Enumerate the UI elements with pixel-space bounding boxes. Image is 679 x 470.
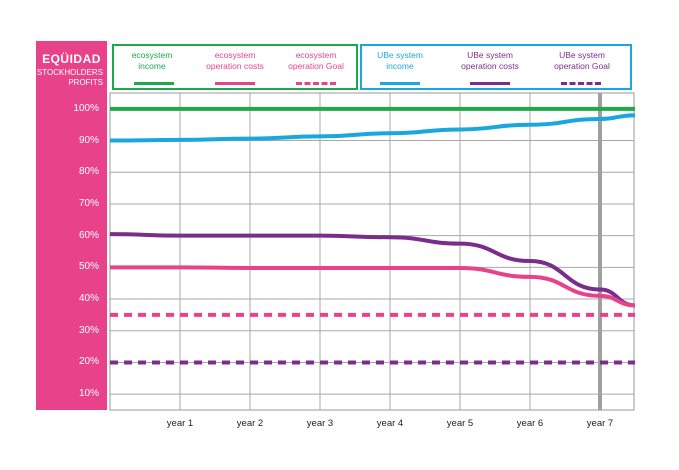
legend-label-line2: income (138, 61, 166, 71)
legend-ube-income: UBe system income (368, 50, 432, 72)
legend-eco-goal: ecosystem operation Goal (280, 50, 352, 72)
legend-label-line1: UBe system (467, 50, 513, 60)
y-tick-label: 50% (78, 261, 99, 273)
y-tick-label: 30% (78, 324, 99, 336)
y-tick-label: 70% (78, 197, 99, 209)
legend-label-line1: ecosystem (131, 50, 173, 60)
y-tick-label: 60% (78, 229, 99, 241)
legend-swatch-eco-income (134, 82, 174, 85)
y-tick-label: 90% (78, 134, 99, 146)
legend-swatch-ube-goal (561, 82, 601, 85)
x-tick-label: year 6 (516, 418, 544, 429)
x-tick-label: year 5 (446, 418, 474, 429)
panel-subtitle-line1: STOCKHOLDERS (36, 68, 103, 77)
legend-label-line1: UBe system (377, 50, 423, 60)
legend-ube: UBe system income UBe system operation c… (360, 44, 632, 90)
x-tick-label: year 4 (376, 418, 404, 429)
y-tick-label: 10% (78, 388, 99, 400)
y-tick-label: 20% (78, 356, 99, 368)
legend-swatch-ube-income (380, 82, 420, 85)
legend-swatch-eco-costs (215, 82, 255, 85)
legend-ube-goal: UBe system operation Goal (540, 50, 624, 72)
legend-label-line2: operation Goal (288, 61, 344, 71)
legend-label-line2: operation costs (461, 61, 519, 71)
series-line-ube-system-operation-costs (109, 232, 636, 308)
legend-label-line1: ecosystem (295, 50, 337, 60)
x-tick-label: year 1 (166, 418, 194, 429)
x-tick-label: year 7 (586, 418, 614, 429)
legend-label-line2: operation costs (206, 61, 264, 71)
legend-eco-income: ecosystem income (120, 50, 184, 72)
series-line-ube-system-income (109, 113, 636, 143)
series-line-ecosystem-operation-costs (110, 265, 636, 308)
y-axis-panel (36, 41, 107, 410)
legend-swatch-eco-goal (296, 82, 336, 85)
x-tick-label: year 2 (236, 418, 264, 429)
panel-title: EQÜIDAD (42, 52, 101, 66)
legend-ecosystem: ecosystem income ecosystem operation cos… (112, 44, 358, 90)
y-tick-label: 80% (78, 166, 99, 178)
y-tick-label: 40% (78, 293, 99, 305)
plot-border (109, 92, 635, 411)
legend-label-line2: income (386, 61, 414, 71)
legend-label-line1: ecosystem (214, 50, 256, 60)
x-tick-label: year 3 (306, 418, 334, 429)
y-tick-label: 100% (73, 102, 99, 114)
legend-label-line1: UBe system (559, 50, 605, 60)
legend-swatch-ube-costs (470, 82, 510, 85)
legend-ube-costs: UBe system operation costs (450, 50, 530, 72)
legend-label-line2: operation Goal (554, 61, 610, 71)
legend-eco-costs: ecosystem operation costs (200, 50, 270, 72)
panel-subtitle-line2: PROFITS (68, 78, 103, 87)
